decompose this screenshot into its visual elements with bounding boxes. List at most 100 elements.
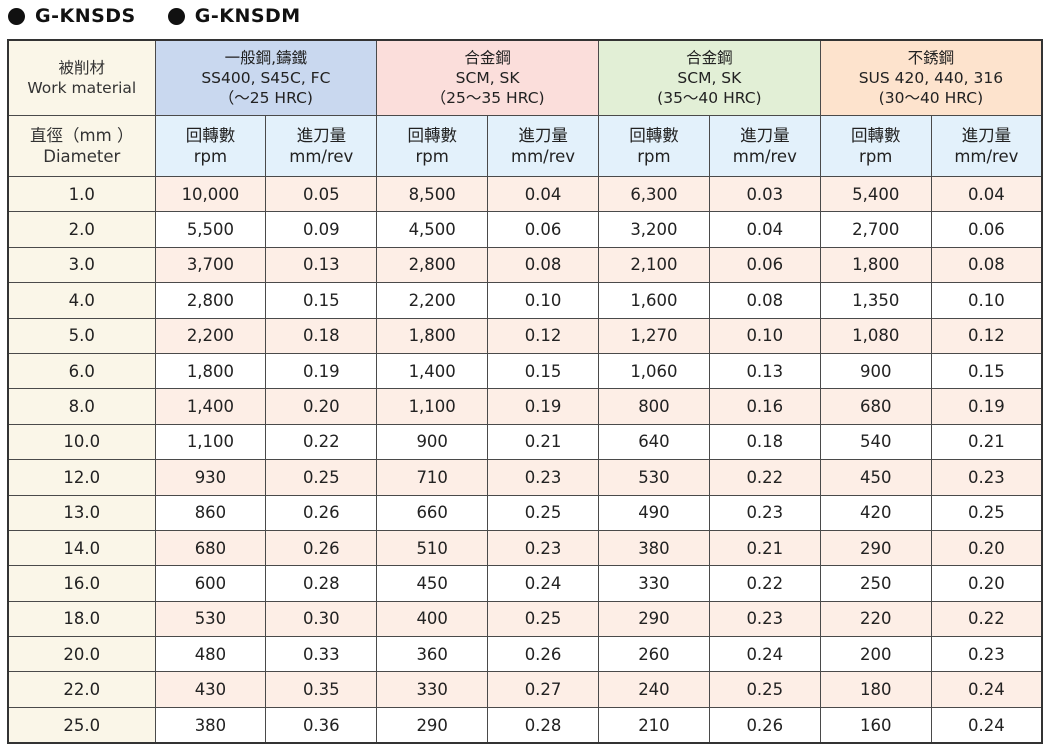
feed-header: 進刀量 mm/rev <box>487 115 599 177</box>
bullet-icon <box>8 7 25 25</box>
rpm-value: 530 <box>154 600 267 638</box>
feed-value: 0.03 <box>708 175 821 213</box>
rpm-value: 220 <box>819 600 932 638</box>
table-row: 4.0 2,800 0.15 2,200 0.10 1,600 0.08 1,350 0.10 <box>7 282 1043 319</box>
rpm-value: 1,350 <box>819 282 932 319</box>
rpm-value: 160 <box>819 706 932 744</box>
feed-value: 0.24 <box>930 706 1043 744</box>
feed-value: 0.08 <box>930 246 1043 284</box>
feed-value: 0.10 <box>487 282 599 319</box>
diameter-value: 8.0 <box>7 388 156 425</box>
table-row: 22.0 430 0.35 330 0.27 240 0.25 180 0.24 <box>7 671 1043 708</box>
rpm-value: 900 <box>819 352 932 390</box>
feed-value: 0.15 <box>487 352 599 390</box>
rpm-value: 240 <box>598 671 710 708</box>
diameter-label-en: Diameter <box>43 147 121 166</box>
feed-value: 0.23 <box>708 600 821 638</box>
material-header-general-steel: 一般鋼,鑄鐵 SS400, S45C, FC （〜25 HRC) <box>154 39 378 116</box>
rpm-header-zh: 回轉數 <box>850 126 901 145</box>
material-header-alloy-steel-2: 合金鋼 SCM, SK (35〜40 HRC) <box>598 39 821 116</box>
rpm-header-zh: 回轉數 <box>407 126 457 145</box>
rpm-value: 1,060 <box>598 352 710 390</box>
rpm-value: 380 <box>154 706 267 744</box>
diameter-value: 22.0 <box>7 671 156 708</box>
rpm-value: 360 <box>376 636 489 673</box>
diameter-value: 12.0 <box>7 459 156 496</box>
feed-value: 0.23 <box>487 529 599 567</box>
feed-value: 0.21 <box>487 423 599 461</box>
rpm-value: 290 <box>598 600 710 638</box>
feed-value: 0.04 <box>708 211 821 248</box>
feed-value: 0.18 <box>265 317 378 354</box>
rpm-value: 2,700 <box>819 211 932 248</box>
feed-value: 0.25 <box>487 494 599 531</box>
rpm-header-en: rpm <box>415 147 449 166</box>
feed-value: 0.12 <box>487 317 599 354</box>
feed-value: 0.27 <box>487 671 599 708</box>
feed-value: 0.25 <box>930 494 1043 531</box>
diameter-value: 14.0 <box>7 529 156 567</box>
feed-header-zh: 進刀量 <box>518 126 568 145</box>
feed-value: 0.21 <box>930 423 1043 461</box>
rpm-value: 1,600 <box>598 282 710 319</box>
feed-value: 0.24 <box>487 565 599 602</box>
feed-value: 0.13 <box>708 352 821 390</box>
rpm-value: 3,200 <box>598 211 710 248</box>
feed-value: 0.15 <box>265 282 378 319</box>
table-row: 18.0 530 0.30 400 0.25 290 0.23 220 0.22 <box>7 600 1043 638</box>
bullet-icon <box>167 7 185 25</box>
rpm-value: 1,100 <box>376 388 489 425</box>
diameter-value: 2.0 <box>7 211 156 248</box>
feed-value: 0.06 <box>487 211 599 248</box>
rpm-value: 8,500 <box>376 175 489 213</box>
rpm-value: 1,800 <box>154 352 267 390</box>
feed-value: 0.24 <box>930 671 1043 708</box>
table-row: 14.0 680 0.26 510 0.23 380 0.21 290 0.20 <box>7 529 1043 567</box>
material-hardness: （〜25 HRC) <box>218 89 313 107</box>
rpm-value: 900 <box>376 423 489 461</box>
rpm-value: 5,400 <box>819 175 932 213</box>
feed-value: 0.22 <box>708 459 821 496</box>
rpm-value: 180 <box>819 671 932 708</box>
rpm-value: 10,000 <box>154 175 267 213</box>
rpm-value: 420 <box>819 494 932 531</box>
rpm-value: 640 <box>598 423 710 461</box>
feed-value: 0.28 <box>265 565 378 602</box>
rpm-value: 5,500 <box>154 211 267 248</box>
material-name: 一般鋼,鑄鐵 <box>224 49 308 67</box>
feed-value: 0.25 <box>487 600 599 638</box>
rpm-header-en: rpm <box>859 147 893 166</box>
diameter-value: 6.0 <box>7 352 156 390</box>
rpm-header: 回轉數 rpm <box>819 115 932 177</box>
product-title-text: G-KNSDS <box>35 5 136 27</box>
material-header-alloy-steel-1: 合金鋼 SCM, SK （25〜35 HRC) <box>376 39 599 116</box>
material-header-stainless-steel: 不銹鋼 SUS 420, 440, 316 (30〜40 HRC) <box>819 39 1043 116</box>
rpm-header: 回轉數 rpm <box>154 115 267 177</box>
feed-value: 0.25 <box>265 459 378 496</box>
rpm-value: 330 <box>598 565 710 602</box>
feed-value: 0.22 <box>708 565 821 602</box>
feed-value: 0.10 <box>708 317 821 354</box>
rpm-value: 2,200 <box>376 282 489 319</box>
table-row: 5.0 2,200 0.18 1,800 0.12 1,270 0.10 1,080 0.12 <box>7 317 1043 354</box>
feed-value: 0.25 <box>708 671 821 708</box>
table-row: 13.0 860 0.26 660 0.25 490 0.23 420 0.25 <box>7 494 1043 531</box>
rpm-value: 430 <box>154 671 267 708</box>
diameter-label: 直徑（mm ） Diameter <box>7 115 156 177</box>
feed-value: 0.26 <box>265 529 378 567</box>
rpm-value: 200 <box>819 636 932 673</box>
rpm-value: 330 <box>376 671 489 708</box>
table-row: 25.0 380 0.36 290 0.28 210 0.26 160 0.24 <box>7 706 1043 744</box>
feed-value: 0.26 <box>708 706 821 744</box>
material-name: 合金鋼 <box>686 49 733 67</box>
feed-value: 0.19 <box>487 388 599 425</box>
cutting-conditions-table: 被削材 Work material 一般鋼,鑄鐵 SS400, S45C, FC… <box>7 39 1044 745</box>
rpm-value: 860 <box>154 494 267 531</box>
rpm-value: 660 <box>376 494 489 531</box>
rpm-value: 210 <box>598 706 710 744</box>
feed-value: 0.15 <box>930 352 1043 390</box>
feed-value: 0.22 <box>265 423 378 461</box>
feed-value: 0.23 <box>487 459 599 496</box>
table-row: 3.0 3,700 0.13 2,800 0.08 2,100 0.06 1,800 0.08 <box>7 246 1043 284</box>
feed-header-en: mm/rev <box>289 147 354 166</box>
